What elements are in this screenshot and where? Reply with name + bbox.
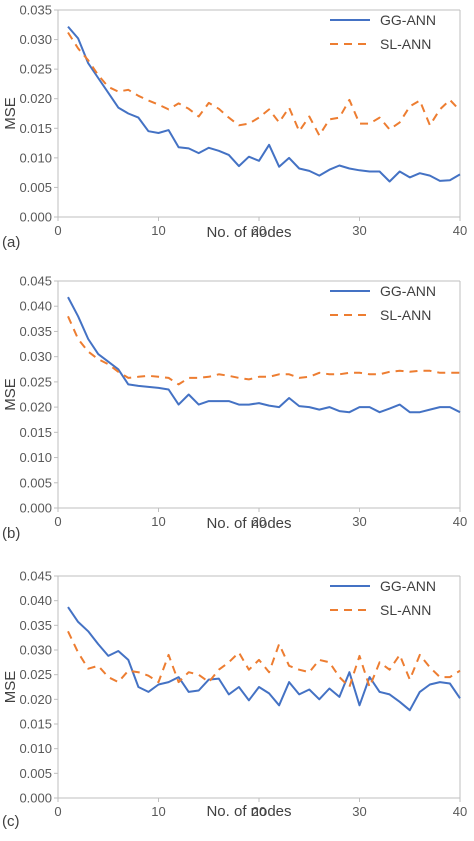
- y-tick-label: 0.030: [19, 32, 52, 47]
- x-tick-label: 0: [54, 804, 61, 819]
- x-axis-label: No. of nodes: [206, 224, 291, 241]
- y-tick-label: 0.000: [19, 501, 52, 516]
- x-tick-label: 20: [252, 514, 266, 529]
- x-tick-label: 10: [151, 514, 165, 529]
- y-tick-label: 0.015: [19, 717, 52, 732]
- y-tick-label: 0.000: [19, 791, 52, 806]
- y-axis-label: MSE: [2, 378, 19, 411]
- legend-label-sl-ann: SL-ANN: [380, 602, 431, 618]
- x-tick-label: 40: [453, 223, 467, 238]
- x-tick-label: 20: [252, 223, 266, 238]
- y-tick-label: 0.005: [19, 475, 52, 490]
- y-tick-label: 0.015: [19, 425, 52, 440]
- legend-label-gg-ann: GG-ANN: [380, 12, 436, 28]
- x-tick-label: 10: [151, 223, 165, 238]
- y-tick-label: 0.000: [19, 210, 52, 225]
- y-tick-label: 0.035: [19, 324, 52, 339]
- panel-label: (a): [2, 234, 20, 251]
- y-tick-label: 0.025: [19, 374, 52, 389]
- chart-panel-3: 0.000 0.005 0.010 0.015 0.020 0.025 0.030 0.035…: [2, 569, 467, 831]
- x-axis-label: No. of nodes: [206, 515, 291, 532]
- legend-label-sl-ann: SL-ANN: [380, 307, 431, 323]
- y-tick-label: 0.020: [19, 91, 52, 106]
- x-tick-label: 0: [54, 223, 61, 238]
- y-tick-label: 0.010: [19, 450, 52, 465]
- y-tick-label: 0.020: [19, 400, 52, 415]
- chart-panel-2: 0.000 0.005 0.010 0.015 0.020 0.025 0.030 0.035…: [2, 274, 467, 543]
- x-axis-label: No. of nodes: [206, 803, 291, 820]
- y-tick-label: 0.045: [19, 274, 52, 289]
- chart-panel-1: 0.000 0.005 0.010 0.015 0.020 0.025 0.030 0.035…: [2, 3, 467, 252]
- y-tick-label: 0.030: [19, 643, 52, 658]
- y-tick-label: 0.040: [19, 593, 52, 608]
- y-tick-label: 0.020: [19, 692, 52, 707]
- x-tick-label: 20: [252, 804, 266, 819]
- y-tick-label: 0.025: [19, 667, 52, 682]
- legend-label-sl-ann: SL-ANN: [380, 36, 431, 52]
- series-line-sl-ann: [67, 630, 461, 688]
- series-line-sl-ann: [67, 315, 460, 386]
- y-tick-label: 0.030: [19, 349, 52, 364]
- series-line-gg-ann: [67, 25, 461, 183]
- x-tick-label: 30: [352, 514, 366, 529]
- panel-label: (c): [2, 813, 20, 830]
- y-tick-label: 0.010: [19, 741, 52, 756]
- legend-label-gg-ann: GG-ANN: [380, 283, 436, 299]
- panel-label: (b): [2, 525, 20, 542]
- y-tick-label: 0.015: [19, 121, 52, 136]
- y-axis-label: MSE: [2, 671, 19, 704]
- y-tick-label: 0.035: [19, 618, 52, 633]
- series-line-gg-ann: [67, 606, 461, 712]
- y-tick-label: 0.045: [19, 569, 52, 584]
- series-line-gg-ann: [67, 296, 461, 414]
- legend-label-gg-ann: GG-ANN: [380, 578, 436, 594]
- x-tick-label: 0: [54, 514, 61, 529]
- y-tick-label: 0.035: [19, 3, 52, 18]
- y-tick-label: 0.040: [19, 299, 52, 314]
- y-tick-label: 0.025: [19, 62, 52, 77]
- x-tick-label: 10: [151, 804, 165, 819]
- y-axis-label: MSE: [2, 97, 19, 130]
- x-tick-label: 30: [352, 223, 366, 238]
- y-tick-label: 0.005: [19, 766, 52, 781]
- x-tick-label: 30: [352, 804, 366, 819]
- y-tick-label: 0.005: [19, 180, 52, 195]
- x-tick-label: 40: [453, 804, 467, 819]
- y-tick-label: 0.010: [19, 150, 52, 165]
- x-tick-label: 40: [453, 514, 467, 529]
- series-line-sl-ann: [67, 31, 461, 137]
